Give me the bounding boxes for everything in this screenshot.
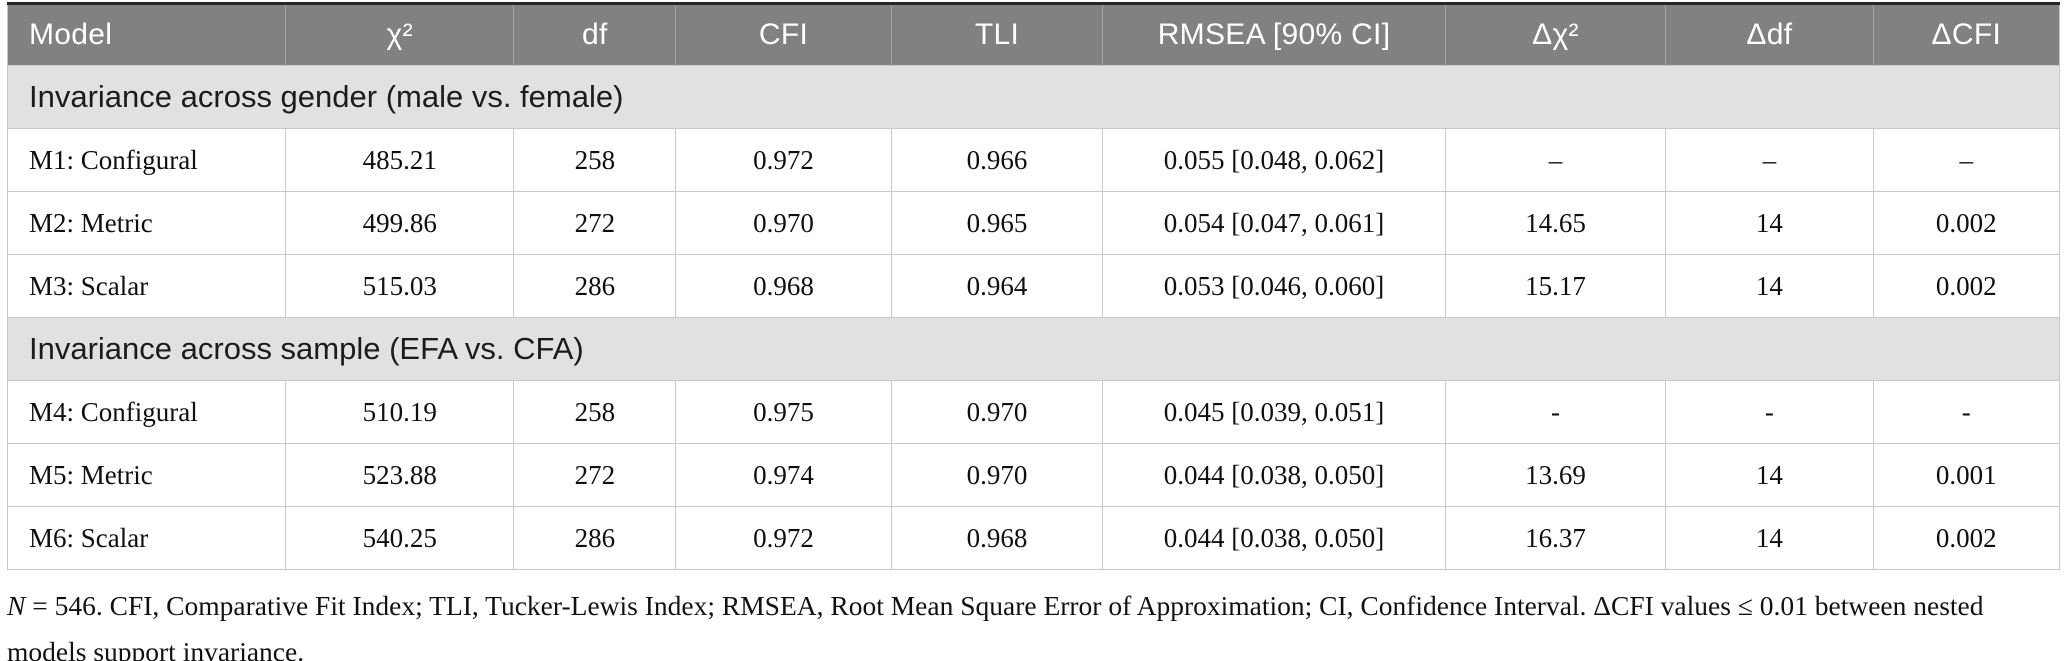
cell-delta-chi-square: 13.69 (1444, 443, 1667, 507)
cell-df: 258 (513, 380, 677, 444)
cell-delta-cfi: – (1872, 128, 2061, 192)
cell-rmsea: 0.054 [0.047, 0.061] (1102, 191, 1446, 255)
col-header-rmsea: RMSEA [90% CI] (1102, 3, 1446, 66)
cell-delta-cfi: 0.002 (1872, 191, 2061, 255)
cell-cfi: 0.972 (675, 506, 892, 570)
cell-model: M4: Configural (6, 380, 287, 444)
cell-delta-df: 14 (1665, 443, 1874, 507)
col-header-delta-cfi: ΔCFI (1872, 3, 2060, 66)
cell-delta-df: 14 (1665, 191, 1874, 255)
cell-delta-chi-square: - (1444, 380, 1667, 444)
cell-delta-chi-square: 15.17 (1444, 254, 1667, 318)
footnote-text: = 546. CFI, Comparative Fit Index; TLI, … (7, 590, 1984, 661)
cell-model: M2: Metric (6, 191, 287, 255)
cell-tli: 0.965 (890, 191, 1104, 255)
cell-cfi: 0.968 (675, 254, 892, 318)
cell-cfi: 0.975 (675, 380, 892, 444)
cell-delta-cfi: - (1872, 380, 2061, 444)
cell-tli: 0.966 (890, 128, 1104, 192)
cell-tli: 0.970 (890, 443, 1104, 507)
col-header-cfi: CFI (675, 3, 892, 66)
table-row-m5: M5: Metric 523.88 272 0.974 0.970 0.044 … (6, 443, 2061, 507)
cell-delta-cfi: 0.002 (1872, 254, 2061, 318)
cell-df: 286 (513, 506, 677, 570)
cell-cfi: 0.970 (675, 191, 892, 255)
cell-df: 272 (513, 443, 677, 507)
cell-delta-chi-square: 16.37 (1444, 506, 1667, 570)
section-row-gender: Invariance across gender (male vs. femal… (7, 65, 2060, 129)
cell-rmsea: 0.044 [0.038, 0.050] (1102, 506, 1446, 570)
section-row-sample: Invariance across sample (EFA vs. CFA) (7, 317, 2060, 381)
cell-df: 286 (513, 254, 677, 318)
cell-rmsea: 0.045 [0.039, 0.051] (1102, 380, 1446, 444)
cell-delta-df: – (1665, 128, 1874, 192)
cell-delta-cfi: 0.002 (1872, 506, 2061, 570)
section-title: Invariance across sample (EFA vs. CFA) (7, 317, 2060, 381)
col-header-delta-chi-square: Δχ² (1444, 3, 1666, 66)
cell-model: M5: Metric (6, 443, 287, 507)
table-row-m2: M2: Metric 499.86 272 0.970 0.965 0.054 … (6, 191, 2061, 255)
cell-delta-cfi: 0.001 (1872, 443, 2061, 507)
cell-rmsea: 0.053 [0.046, 0.060] (1102, 254, 1446, 318)
cell-model: M6: Scalar (6, 506, 287, 570)
model-fit-invariance-table: Model χ² df CFI TLI RMSEA [90% CI] Δχ² Δ… (6, 2, 2061, 570)
cell-chi-square: 510.19 (285, 380, 515, 444)
cell-cfi: 0.974 (675, 443, 892, 507)
cell-delta-chi-square: 14.65 (1444, 191, 1667, 255)
cell-tli: 0.970 (890, 380, 1104, 444)
cell-chi-square: 523.88 (285, 443, 515, 507)
table-row-m4: M4: Configural 510.19 258 0.975 0.970 0.… (6, 380, 2061, 444)
col-header-chi-square: χ² (285, 3, 514, 66)
col-header-model: Model (7, 3, 286, 66)
cell-chi-square: 515.03 (285, 254, 515, 318)
cell-rmsea: 0.044 [0.038, 0.050] (1102, 443, 1446, 507)
col-header-delta-df: Δdf (1665, 3, 1874, 66)
table-row-m3: M3: Scalar 515.03 286 0.968 0.964 0.053 … (6, 254, 2061, 318)
cell-chi-square: 485.21 (285, 128, 515, 192)
table-row-m1: M1: Configural 485.21 258 0.972 0.966 0.… (6, 128, 2061, 192)
col-header-tli: TLI (890, 3, 1103, 66)
cell-tli: 0.968 (890, 506, 1104, 570)
cell-model: M3: Scalar (6, 254, 287, 318)
header-row: Model χ² df CFI TLI RMSEA [90% CI] Δχ² Δ… (7, 3, 2060, 66)
table-footnote: N = 546. CFI, Comparative Fit Index; TLI… (7, 583, 2062, 661)
cell-chi-square: 540.25 (285, 506, 515, 570)
cell-tli: 0.964 (890, 254, 1104, 318)
cell-delta-df: 14 (1665, 254, 1874, 318)
cell-df: 258 (513, 128, 677, 192)
col-header-df: df (513, 3, 676, 66)
cell-delta-df: - (1665, 380, 1874, 444)
section-title: Invariance across gender (male vs. femal… (7, 65, 2060, 129)
table-row-m6: M6: Scalar 540.25 286 0.972 0.968 0.044 … (6, 506, 2061, 570)
cell-cfi: 0.972 (675, 128, 892, 192)
cell-chi-square: 499.86 (285, 191, 515, 255)
cell-delta-chi-square: – (1444, 128, 1667, 192)
cell-rmsea: 0.055 [0.048, 0.062] (1102, 128, 1446, 192)
cell-delta-df: 14 (1665, 506, 1874, 570)
cell-df: 272 (513, 191, 677, 255)
cell-model: M1: Configural (6, 128, 287, 192)
footnote-n-symbol: N (7, 590, 26, 621)
